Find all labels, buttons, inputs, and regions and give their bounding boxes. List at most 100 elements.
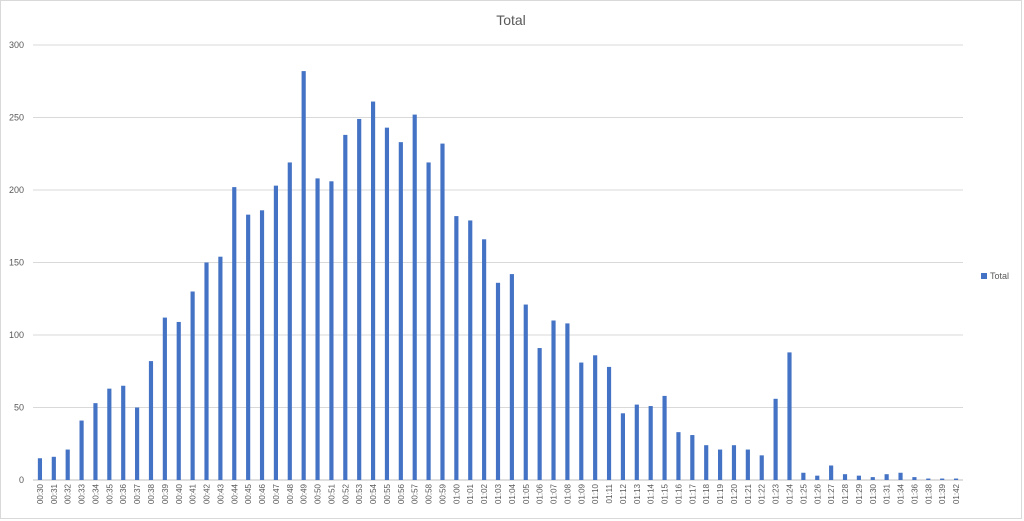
- x-tick-label: 00:54: [369, 483, 378, 504]
- x-tick-label: 00:41: [189, 483, 198, 504]
- x-tick-label: 00:31: [50, 483, 59, 504]
- x-tick-label: 01:42: [952, 483, 961, 504]
- bar: [468, 220, 473, 480]
- gridlines: [33, 44, 963, 481]
- x-tick-label: 01:30: [869, 483, 878, 504]
- x-tick-label: 00:51: [327, 483, 336, 504]
- x-tick-label: 00:53: [355, 483, 364, 504]
- x-tick-label: 00:55: [383, 483, 392, 504]
- x-tick-label: 01:27: [827, 483, 836, 504]
- bar: [232, 187, 237, 480]
- bar: [926, 478, 931, 480]
- x-tick-label: 01:09: [577, 483, 586, 504]
- bar: [606, 366, 612, 480]
- x-tick-label: 00:44: [230, 483, 239, 504]
- bar: [398, 142, 403, 480]
- x-tick-label: 01:20: [730, 483, 739, 504]
- bar: [690, 435, 695, 480]
- x-tick-label: 01:34: [897, 483, 906, 504]
- bar: [593, 355, 598, 480]
- bar: [329, 181, 334, 481]
- bar: [551, 320, 556, 480]
- x-tick-label: 01:13: [633, 483, 642, 504]
- x-tick-label: 01:19: [716, 483, 725, 504]
- bar: [509, 274, 514, 480]
- legend-swatch: [981, 273, 987, 279]
- x-tick-label: 01:01: [466, 483, 475, 504]
- bar: [634, 404, 639, 480]
- x-tick-label: 01:39: [938, 483, 947, 504]
- x-tick-label: 01:22: [758, 483, 767, 504]
- bar: [648, 406, 653, 480]
- x-tick-label: 00:38: [147, 483, 156, 504]
- bar: [121, 385, 126, 480]
- bar: [107, 388, 112, 480]
- bar: [162, 317, 167, 480]
- x-tick-label: 01:17: [688, 483, 697, 504]
- bars: [37, 71, 959, 481]
- bar: [93, 403, 98, 480]
- x-tick-label: 00:42: [203, 483, 212, 504]
- bar: [79, 420, 84, 480]
- bar: [537, 348, 542, 480]
- bar: [940, 478, 945, 480]
- bar: [523, 304, 528, 480]
- bar: [135, 407, 140, 480]
- bar: [759, 455, 764, 480]
- bar: [218, 256, 223, 480]
- y-tick-label: 150: [9, 258, 24, 268]
- x-tick-label: 00:43: [216, 483, 225, 504]
- bar: [440, 143, 445, 480]
- bar: [259, 210, 265, 481]
- x-tick-label: 00:47: [272, 483, 281, 504]
- x-tick-label: 01:21: [744, 483, 753, 504]
- x-tick-label: 00:49: [300, 483, 309, 504]
- x-tick-label: 00:40: [175, 483, 184, 504]
- x-tick-label: 00:52: [341, 483, 350, 504]
- bar: [842, 474, 848, 480]
- x-tick-label: 01:16: [674, 483, 683, 504]
- bar: [579, 362, 584, 480]
- bar: [884, 474, 889, 480]
- bar: [870, 477, 875, 480]
- x-tick-label: 01:12: [619, 483, 628, 504]
- x-tick-label: 00:35: [105, 483, 114, 504]
- x-tick-label: 01:10: [591, 483, 600, 504]
- bar: [662, 395, 667, 480]
- x-tick-label: 00:34: [91, 483, 100, 504]
- bar: [412, 114, 417, 480]
- bar: [482, 239, 487, 480]
- bar: [745, 449, 750, 480]
- x-tick-label: 01:14: [647, 483, 656, 504]
- bar: [856, 475, 861, 480]
- x-tick-label: 01:03: [494, 483, 503, 504]
- bar: [204, 262, 209, 480]
- bar: [718, 449, 723, 480]
- x-tick-label: 01:31: [883, 483, 892, 504]
- x-tick-label: 01:08: [563, 483, 572, 504]
- x-tick-label: 01:15: [661, 483, 670, 504]
- legend-label: Total: [990, 271, 1009, 281]
- x-tick-label: 00:59: [438, 483, 447, 504]
- x-tick-label: 00:33: [78, 483, 87, 504]
- x-tick-label: 00:36: [119, 483, 128, 504]
- bar: [953, 478, 959, 480]
- x-tick-label: 01:18: [702, 483, 711, 504]
- bar: [190, 291, 195, 480]
- bar: [815, 475, 820, 480]
- x-tick-label: 00:37: [133, 483, 142, 504]
- bar: [731, 445, 737, 480]
- bar: [565, 323, 570, 480]
- bar: [65, 449, 70, 480]
- bar: [343, 134, 348, 480]
- x-tick-label: 00:48: [286, 483, 295, 504]
- bar: [37, 458, 43, 480]
- x-tick-label: 00:58: [425, 483, 434, 504]
- bar: [704, 445, 709, 480]
- bar: [176, 321, 181, 480]
- y-tick-label: 0: [19, 475, 24, 485]
- bar: [384, 127, 390, 481]
